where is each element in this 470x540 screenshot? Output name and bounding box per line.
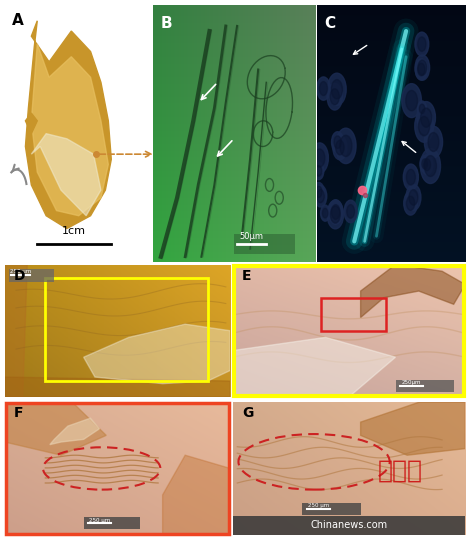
Bar <box>396 380 454 392</box>
Circle shape <box>419 104 425 113</box>
Circle shape <box>402 84 422 118</box>
Polygon shape <box>5 377 230 397</box>
Polygon shape <box>84 324 230 383</box>
Circle shape <box>418 63 425 76</box>
Circle shape <box>418 60 427 75</box>
Circle shape <box>406 90 417 111</box>
Circle shape <box>331 79 343 99</box>
Circle shape <box>420 148 440 184</box>
Bar <box>84 517 140 529</box>
Circle shape <box>415 55 430 80</box>
Circle shape <box>420 156 430 172</box>
Polygon shape <box>31 133 101 215</box>
Circle shape <box>314 149 325 167</box>
Polygon shape <box>360 402 465 455</box>
Bar <box>234 234 296 254</box>
Circle shape <box>404 191 417 215</box>
Circle shape <box>330 206 340 223</box>
Circle shape <box>327 84 342 110</box>
Polygon shape <box>360 265 465 318</box>
Circle shape <box>327 200 344 229</box>
Circle shape <box>406 170 415 185</box>
Circle shape <box>315 186 322 198</box>
Bar <box>233 516 465 535</box>
Circle shape <box>406 185 421 211</box>
Circle shape <box>322 208 328 218</box>
Polygon shape <box>31 44 108 215</box>
Circle shape <box>421 108 432 127</box>
Circle shape <box>417 101 427 117</box>
Circle shape <box>321 205 330 221</box>
Circle shape <box>328 73 346 105</box>
Circle shape <box>336 128 356 164</box>
Polygon shape <box>50 418 100 444</box>
Bar <box>45 278 208 381</box>
Circle shape <box>314 185 327 207</box>
Circle shape <box>424 156 437 177</box>
Polygon shape <box>163 455 230 535</box>
Text: E: E <box>242 268 251 282</box>
Circle shape <box>313 183 324 201</box>
Circle shape <box>333 136 347 160</box>
Circle shape <box>344 200 357 223</box>
Text: 250 μm: 250 μm <box>89 518 110 523</box>
Text: F: F <box>14 406 23 420</box>
Circle shape <box>317 77 330 100</box>
Text: 250 μm: 250 μm <box>10 269 31 274</box>
Text: G: G <box>242 406 253 420</box>
Circle shape <box>340 135 352 157</box>
Circle shape <box>409 190 418 205</box>
Bar <box>303 503 360 515</box>
Circle shape <box>336 140 344 155</box>
Polygon shape <box>233 338 396 397</box>
Text: 50μm: 50μm <box>240 232 264 241</box>
Circle shape <box>421 155 433 175</box>
Circle shape <box>316 166 322 176</box>
Circle shape <box>313 162 324 180</box>
Polygon shape <box>25 21 111 228</box>
Text: 1cm: 1cm <box>63 226 86 237</box>
Polygon shape <box>5 265 27 397</box>
Circle shape <box>422 159 428 169</box>
Circle shape <box>311 143 329 173</box>
Text: 250μm: 250μm <box>402 380 422 385</box>
Text: D: D <box>14 268 25 282</box>
Circle shape <box>334 136 341 149</box>
Text: Chinanews.com: Chinanews.com <box>310 521 388 530</box>
Circle shape <box>317 190 324 202</box>
Circle shape <box>415 32 429 56</box>
Text: 250 μm: 250 μm <box>308 503 329 508</box>
Polygon shape <box>25 113 37 133</box>
Text: 中新网: 中新网 <box>378 459 423 483</box>
Text: B: B <box>161 16 172 31</box>
Polygon shape <box>5 402 106 455</box>
Circle shape <box>329 200 343 224</box>
Circle shape <box>320 82 328 96</box>
Text: A: A <box>12 13 24 28</box>
Circle shape <box>407 196 415 211</box>
Circle shape <box>423 159 431 171</box>
Circle shape <box>415 110 433 142</box>
Circle shape <box>331 132 344 153</box>
Circle shape <box>418 37 426 51</box>
Circle shape <box>330 89 339 105</box>
Text: C: C <box>325 16 336 31</box>
Circle shape <box>417 102 436 134</box>
Bar <box>9 268 55 282</box>
Circle shape <box>331 205 340 219</box>
Circle shape <box>418 117 430 136</box>
Circle shape <box>347 205 354 218</box>
Circle shape <box>415 59 427 80</box>
Circle shape <box>403 164 418 190</box>
Bar <box>321 298 386 330</box>
Circle shape <box>428 132 439 152</box>
Circle shape <box>424 126 443 158</box>
